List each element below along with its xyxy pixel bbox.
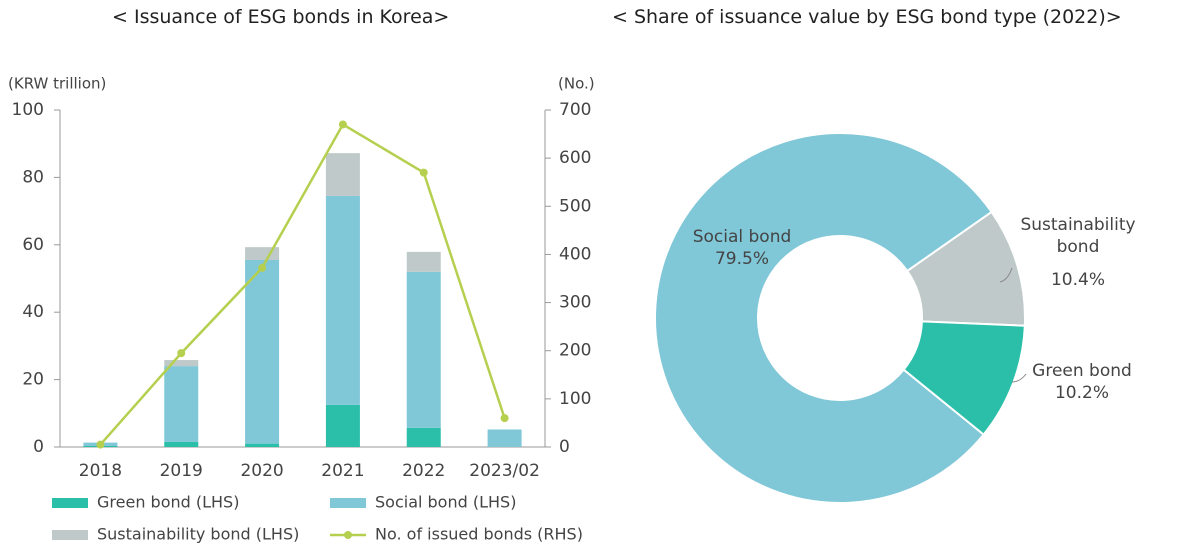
bar-segment bbox=[245, 259, 280, 444]
line-point bbox=[258, 263, 267, 272]
x-tick-label: 2018 bbox=[79, 461, 122, 481]
y2-tick-label: 0 bbox=[559, 437, 570, 457]
y-axis-label: (KRW trillion) bbox=[8, 75, 106, 93]
line-point bbox=[419, 168, 428, 177]
x-tick-label: 2023/02 bbox=[469, 461, 540, 481]
y2-tick-label: 300 bbox=[559, 293, 591, 313]
bar-segment bbox=[325, 153, 360, 196]
legend-swatch bbox=[52, 498, 88, 508]
donut-slice bbox=[654, 132, 993, 504]
line-series bbox=[99, 122, 506, 446]
bar-segment bbox=[487, 429, 522, 447]
y2-tick-label: 100 bbox=[559, 389, 591, 409]
x-tick-label: 2021 bbox=[321, 461, 364, 481]
slice-value-label: 10.2% bbox=[1054, 383, 1109, 403]
legend-label: Sustainability bond (LHS) bbox=[97, 525, 299, 544]
y2-tick-label: 400 bbox=[559, 244, 591, 264]
y-tick-label: 20 bbox=[22, 370, 44, 390]
y-tick-label: 100 bbox=[12, 100, 44, 120]
line-point bbox=[96, 440, 105, 449]
pie-chart-title: < Share of issuance value by ESG bond ty… bbox=[612, 6, 1122, 28]
bar-segment bbox=[406, 427, 441, 447]
x-tick-label: 2020 bbox=[240, 461, 283, 481]
line-point bbox=[500, 414, 509, 423]
slice-label: Green bond bbox=[1032, 361, 1132, 381]
y-tick-label: 60 bbox=[22, 235, 44, 255]
x-tick-label: 2019 bbox=[160, 461, 203, 481]
legend-swatch bbox=[52, 530, 88, 540]
line-point bbox=[177, 349, 186, 358]
bar-segment bbox=[406, 251, 441, 272]
y-tick-label: 80 bbox=[22, 167, 44, 187]
bar-segment bbox=[164, 360, 199, 367]
line-point bbox=[338, 120, 347, 129]
bar-segment bbox=[164, 366, 199, 442]
leader-line bbox=[1011, 373, 1027, 383]
bar-segment bbox=[325, 404, 360, 447]
leader-line bbox=[999, 267, 1013, 283]
y2-axis-label: (No.) bbox=[558, 75, 595, 93]
y2-tick-label: 600 bbox=[559, 148, 591, 168]
y2-tick-label: 200 bbox=[559, 341, 591, 361]
bar-segment bbox=[164, 441, 199, 447]
y-tick-label: 40 bbox=[22, 302, 44, 322]
x-tick-label: 2022 bbox=[402, 461, 445, 481]
legend-label: Green bond (LHS) bbox=[97, 493, 239, 512]
y2-tick-label: 700 bbox=[559, 100, 591, 120]
bar-segment bbox=[245, 443, 280, 447]
y2-tick-label: 500 bbox=[559, 196, 591, 216]
legend-swatch bbox=[344, 531, 352, 539]
y-tick-label: 0 bbox=[33, 437, 44, 457]
legend-swatch bbox=[330, 498, 366, 508]
legend-label: No. of issued bonds (RHS) bbox=[375, 525, 583, 544]
slice-value-label: 10.4% bbox=[1050, 270, 1105, 290]
slice-value-label: 79.5% bbox=[714, 249, 769, 269]
bar-segment bbox=[325, 195, 360, 405]
slice-label: Social bond bbox=[692, 227, 792, 247]
bar-segment bbox=[406, 271, 441, 428]
bar-chart-title: < Issuance of ESG bonds in Korea> bbox=[112, 6, 450, 28]
slice-label: Sustainability bond bbox=[1020, 215, 1136, 257]
legend-label: Social bond (LHS) bbox=[375, 493, 516, 512]
